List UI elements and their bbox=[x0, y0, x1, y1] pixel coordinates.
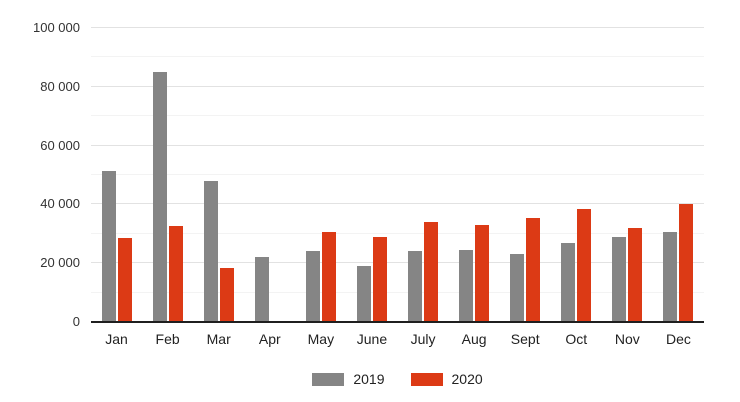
y-tick-label-20000: 20 000 bbox=[40, 255, 80, 271]
minor-gridline-90000 bbox=[91, 56, 704, 58]
bar-2020-dec[interactable] bbox=[679, 204, 694, 322]
legend-swatch-2020 bbox=[410, 372, 443, 386]
legend-item-2019[interactable]: 2019 bbox=[312, 371, 385, 387]
y-tick-label-80000: 80 000 bbox=[40, 78, 80, 94]
bar-2019-may[interactable] bbox=[305, 251, 320, 322]
x-tick-label-july: July bbox=[410, 331, 436, 347]
x-tick-label-feb: Feb bbox=[155, 331, 180, 347]
major-gridline-20000 bbox=[91, 262, 704, 264]
major-gridline-80000 bbox=[91, 85, 704, 87]
bar-2019-oct[interactable] bbox=[561, 242, 576, 322]
legend-item-2020[interactable]: 2020 bbox=[410, 371, 483, 387]
bar-2020-sept[interactable] bbox=[526, 217, 541, 322]
legend-swatch-2019 bbox=[312, 372, 345, 386]
bar-2019-june[interactable] bbox=[356, 266, 371, 322]
x-tick-label-sept: Sept bbox=[510, 331, 540, 347]
x-tick-label-mar: Mar bbox=[206, 331, 231, 347]
major-gridline-40000 bbox=[91, 203, 704, 205]
bar-2019-mar[interactable] bbox=[203, 180, 218, 322]
x-tick-label-aug: Aug bbox=[461, 331, 487, 347]
legend-label-2020: 2020 bbox=[451, 371, 483, 387]
bar-2020-nov[interactable] bbox=[628, 227, 643, 322]
y-tick-label-40000: 40 000 bbox=[40, 196, 80, 212]
bar-2020-may[interactable] bbox=[321, 232, 336, 322]
x-tick-label-nov: Nov bbox=[614, 331, 640, 347]
legend-label-2019: 2019 bbox=[353, 371, 385, 387]
minor-gridline-50000 bbox=[91, 174, 704, 175]
bar-2020-mar[interactable] bbox=[219, 267, 234, 322]
major-gridline-100000 bbox=[91, 27, 704, 28]
bar-2020-jan[interactable] bbox=[117, 238, 132, 322]
minor-gridline-10000 bbox=[91, 291, 704, 293]
x-tick-label-june: June bbox=[356, 331, 388, 347]
x-tick-label-jan: Jan bbox=[105, 331, 128, 347]
bar-2019-feb[interactable] bbox=[152, 72, 167, 322]
x-tick-label-apr: Apr bbox=[258, 331, 281, 347]
y-tick-label-60000: 60 000 bbox=[40, 137, 80, 153]
bar-2019-dec[interactable] bbox=[663, 232, 678, 322]
minor-gridline-30000 bbox=[91, 232, 704, 234]
bar-2020-oct[interactable] bbox=[577, 208, 592, 322]
x-axis-line bbox=[91, 321, 704, 323]
bar-2019-nov[interactable] bbox=[612, 236, 627, 322]
bar-2019-sept[interactable] bbox=[510, 254, 525, 322]
minor-gridline-70000 bbox=[91, 115, 704, 117]
plot-area bbox=[91, 27, 704, 322]
x-tick-label-oct: Oct bbox=[565, 331, 588, 347]
bar-2020-aug[interactable] bbox=[475, 224, 490, 322]
legend: 2019 2020 bbox=[91, 371, 704, 387]
y-tick-label-0: 0 bbox=[72, 314, 80, 329]
x-tick-label-dec: Dec bbox=[665, 331, 691, 347]
bar-2019-aug[interactable] bbox=[459, 249, 474, 322]
y-tick-label-100000: 100 000 bbox=[33, 20, 80, 35]
bar-2020-july[interactable] bbox=[424, 222, 439, 322]
bar-2020-feb[interactable] bbox=[168, 226, 183, 322]
bar-2019-apr[interactable] bbox=[254, 257, 269, 322]
bar-2019-july[interactable] bbox=[408, 251, 423, 322]
major-gridline-60000 bbox=[91, 144, 704, 146]
bar-2020-june[interactable] bbox=[372, 236, 387, 322]
x-tick-label-may: May bbox=[307, 331, 335, 347]
bar-2019-jan[interactable] bbox=[101, 170, 116, 322]
